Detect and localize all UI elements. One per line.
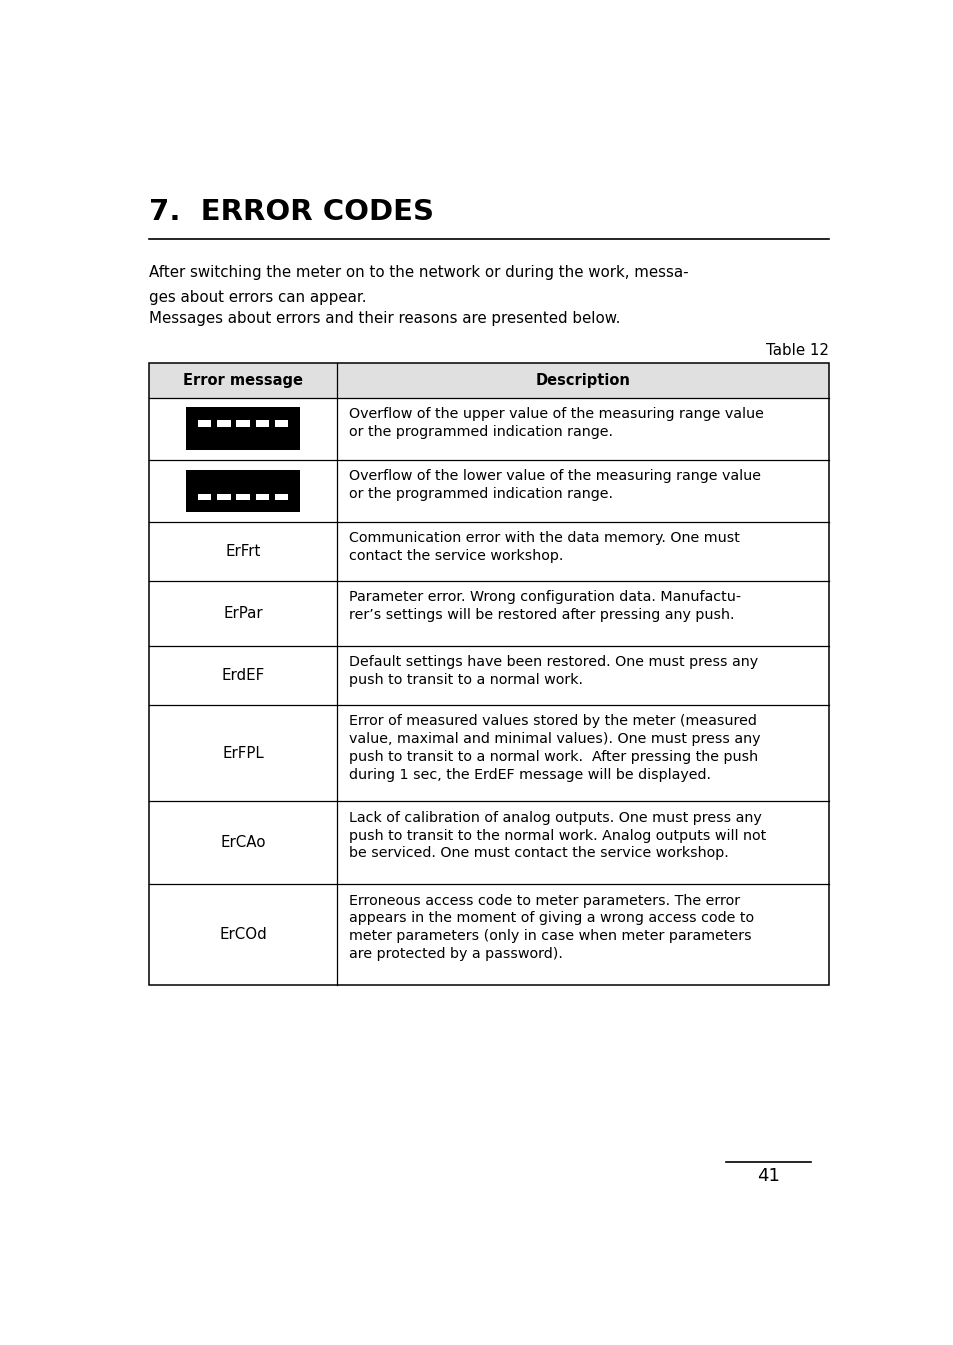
Text: Error of measured values stored by the meter (measured
value, maximal and minima: Error of measured values stored by the m… <box>349 714 760 781</box>
Text: ErCAo: ErCAo <box>220 835 266 850</box>
Text: Parameter error. Wrong configuration data. Manufactu-
rer’s settings will be res: Parameter error. Wrong configuration dat… <box>349 590 740 621</box>
Bar <box>186 408 300 449</box>
Text: Overflow of the lower value of the measuring range value
or the programmed indic: Overflow of the lower value of the measu… <box>349 469 760 500</box>
Text: ErFrt: ErFrt <box>225 543 260 558</box>
Text: Erroneous access code to meter parameters. The error
appears in the moment of gi: Erroneous access code to meter parameter… <box>349 893 754 962</box>
Bar <box>217 494 231 500</box>
Text: ErPar: ErPar <box>223 607 263 621</box>
Text: 7.  ERROR CODES: 7. ERROR CODES <box>149 198 434 226</box>
Bar <box>274 494 288 500</box>
Bar <box>274 421 288 426</box>
Text: Messages about errors and their reasons are presented below.: Messages about errors and their reasons … <box>149 311 619 325</box>
Bar <box>149 363 828 985</box>
Text: ErCOd: ErCOd <box>219 927 267 941</box>
Bar <box>255 494 269 500</box>
Text: Description: Description <box>536 373 630 387</box>
Bar <box>255 421 269 426</box>
Bar <box>236 421 250 426</box>
Bar <box>149 363 828 398</box>
Text: Overflow of the upper value of the measuring range value
or the programmed indic: Overflow of the upper value of the measu… <box>349 406 763 438</box>
Text: Communication error with the data memory. One must
contact the service workshop.: Communication error with the data memory… <box>349 531 740 564</box>
Text: ErFPL: ErFPL <box>222 745 264 761</box>
Text: Default settings have been restored. One must press any
push to transit to a nor: Default settings have been restored. One… <box>349 655 758 687</box>
Bar <box>217 421 231 426</box>
Text: 41: 41 <box>756 1167 779 1185</box>
Text: Table 12: Table 12 <box>765 343 828 358</box>
Bar <box>236 494 250 500</box>
Bar <box>198 494 211 500</box>
Text: Error message: Error message <box>183 373 303 387</box>
Text: ges about errors can appear.: ges about errors can appear. <box>149 289 366 305</box>
Text: After switching the meter on to the network or during the work, messa-: After switching the meter on to the netw… <box>149 265 688 280</box>
Bar <box>198 421 211 426</box>
Text: Lack of calibration of analog outputs. One must press any
push to transit to the: Lack of calibration of analog outputs. O… <box>349 811 765 861</box>
Text: ErdEF: ErdEF <box>221 668 264 683</box>
Bar <box>186 469 300 512</box>
